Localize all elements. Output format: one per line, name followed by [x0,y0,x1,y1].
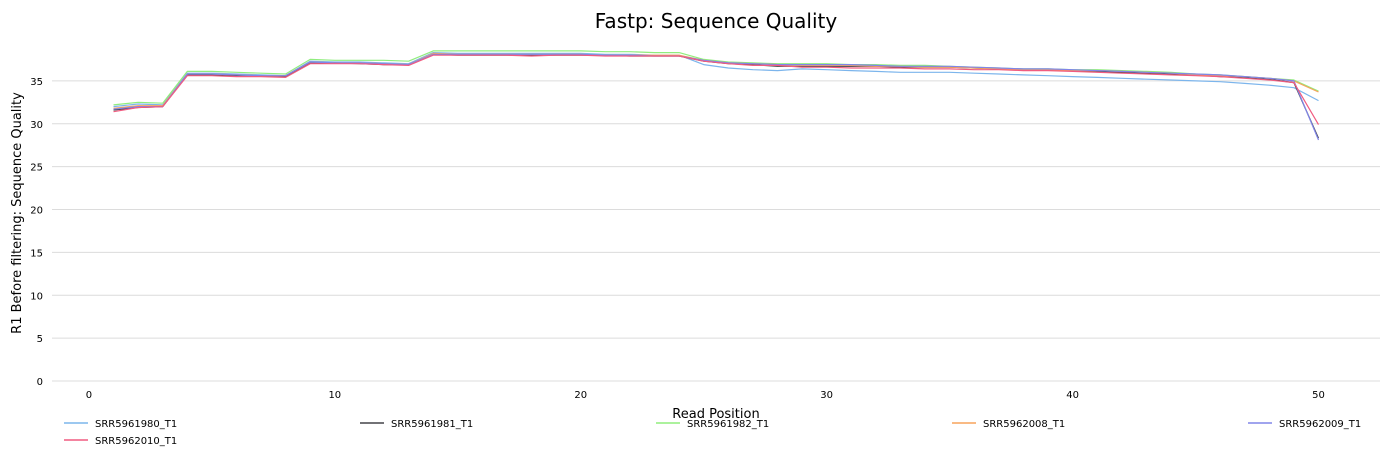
legend-item[interactable]: SRR5961982_T1 [656,419,769,430]
x-tick-label: 40 [1066,390,1079,401]
series-line-srr5962010-t1 [113,54,1320,125]
chart-title: Fastp: Sequence Quality [595,9,838,33]
legend-label: SRR5961981_T1 [391,419,473,430]
x-tick-label: 30 [820,390,833,401]
legend-label: SRR5962010_T1 [95,436,177,447]
x-tick-labels: 0 10 20 30 40 50 [86,390,1325,401]
x-tick-label: 50 [1312,390,1325,401]
legend-item[interactable]: SRR5961981_T1 [360,419,473,430]
y-axis-label: R1 Before filtering: Sequence Quality [10,92,25,334]
y-tick-labels: 0 5 10 15 20 25 30 35 [30,77,43,388]
x-axis-label: Read Position [672,407,759,422]
legend-label: SRR5962008_T1 [983,419,1065,430]
legend-item[interactable]: SRR5962009_T1 [1248,419,1361,430]
y-tick-label: 5 [37,334,43,345]
legend: SRR5961980_T1 SRR5961981_T1 SRR5961982_T1 S… [64,419,1361,447]
legend-label: SRR5961982_T1 [687,419,769,430]
x-tick-label: 10 [328,390,341,401]
y-tick-label: 0 [37,377,43,388]
y-tick-label: 15 [30,248,43,259]
legend-label: SRR5962009_T1 [1279,419,1361,430]
x-tick-label: 0 [86,390,92,401]
y-tick-label: 25 [30,163,43,174]
series-lines [113,50,1320,141]
x-tick-label: 20 [574,390,587,401]
legend-item[interactable]: SRR5961980_T1 [64,419,177,430]
series-line-srr5962009-t1 [113,53,1320,141]
y-tick-label: 10 [30,291,43,302]
y-tick-label: 20 [30,206,43,217]
series-line-srr5961982-t1 [113,50,1319,106]
y-tick-label: 35 [30,77,43,88]
gridlines [52,80,1380,382]
y-tick-label: 30 [30,120,43,131]
series-line-srr5961980-t1 [113,51,1319,108]
legend-label: SRR5961980_T1 [95,419,177,430]
legend-item[interactable]: SRR5962010_T1 [64,436,177,447]
legend-item[interactable]: SRR5962008_T1 [952,419,1065,430]
